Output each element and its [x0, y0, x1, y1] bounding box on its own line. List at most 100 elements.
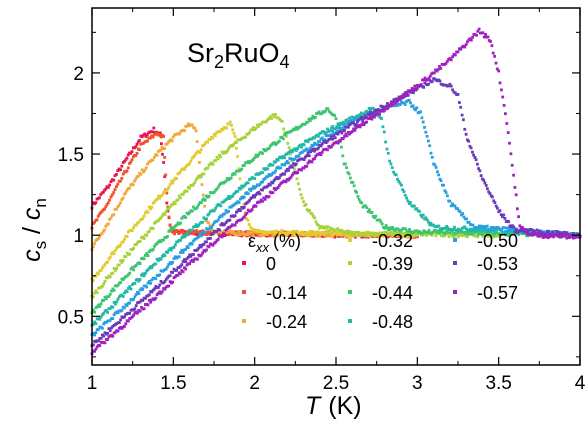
data-point [266, 167, 270, 171]
data-point [233, 223, 237, 227]
data-point [469, 146, 473, 150]
data-point [209, 236, 212, 240]
data-point [287, 146, 291, 150]
data-point [257, 125, 260, 128]
data-point [341, 137, 345, 141]
data-point [470, 229, 473, 233]
data-point [112, 313, 116, 317]
data-point [467, 139, 470, 143]
data-point [281, 154, 285, 158]
data-point [563, 230, 566, 234]
data-point [121, 196, 125, 200]
data-point [160, 142, 163, 146]
data-point [334, 232, 338, 235]
data-point [343, 135, 346, 138]
data-point [177, 255, 181, 259]
data-point [134, 264, 138, 267]
data-point [212, 132, 216, 136]
data-point [123, 315, 126, 319]
data-point [344, 132, 348, 136]
data-point [160, 193, 164, 197]
data-point [425, 233, 429, 237]
data-point [508, 231, 511, 235]
data-point [344, 162, 347, 166]
data-point [180, 248, 184, 252]
data-point [99, 269, 103, 272]
data-point [162, 161, 165, 164]
data-point [274, 177, 277, 181]
data-point [365, 206, 369, 210]
data-point [516, 207, 519, 211]
data-point [172, 227, 176, 231]
data-point [102, 334, 106, 338]
data-point [399, 98, 402, 101]
data-point [242, 184, 246, 188]
data-point [358, 125, 362, 129]
data-point [171, 280, 175, 284]
data-point [473, 156, 477, 159]
data-point [103, 263, 107, 266]
data-point [354, 123, 358, 126]
data-point [475, 33, 478, 37]
data-point [114, 330, 117, 334]
data-point [388, 159, 392, 163]
data-point [250, 128, 254, 132]
data-point [312, 232, 316, 236]
data-point [314, 220, 318, 224]
data-point [159, 280, 163, 283]
data-point [331, 125, 335, 128]
legend-title: εxx (%) [248, 231, 301, 255]
data-point [570, 234, 574, 238]
data-point [179, 264, 182, 268]
data-point [179, 170, 182, 174]
data-point [140, 273, 143, 277]
data-point [125, 188, 129, 192]
data-point [218, 216, 221, 219]
data-point [177, 194, 181, 198]
data-point [383, 108, 387, 112]
data-point [121, 172, 125, 176]
data-point [403, 234, 406, 238]
data-point [180, 263, 184, 266]
data-point [444, 191, 448, 194]
data-point [158, 283, 162, 287]
data-point [373, 234, 376, 238]
data-point [186, 246, 190, 249]
data-point [308, 229, 312, 233]
data-point [492, 229, 496, 233]
data-point [139, 173, 143, 176]
data-point [486, 35, 490, 39]
data-point [119, 201, 122, 205]
data-point [451, 202, 454, 206]
data-point [144, 272, 147, 275]
data-point [383, 226, 387, 230]
data-point [330, 145, 333, 149]
data-point [270, 173, 273, 177]
data-point [386, 226, 389, 230]
data-point [129, 160, 133, 164]
data-point [320, 150, 324, 154]
data-point [94, 322, 98, 325]
data-point [462, 118, 465, 122]
data-point [192, 155, 195, 159]
data-point [133, 295, 137, 299]
data-point [391, 226, 394, 229]
data-point [202, 197, 206, 201]
data-point [498, 81, 502, 85]
data-point [91, 343, 95, 347]
data-point [144, 297, 147, 300]
data-point [257, 190, 260, 194]
data-point [458, 101, 461, 104]
data-point [438, 232, 441, 235]
data-point [565, 236, 569, 240]
data-point [337, 124, 341, 128]
data-point [108, 255, 112, 259]
data-point [130, 315, 134, 319]
data-point [361, 118, 365, 122]
data-point [119, 168, 122, 172]
data-point [315, 143, 319, 146]
data-point [98, 317, 102, 321]
data-point [258, 183, 262, 186]
x-axis-label: T (K) [305, 392, 362, 420]
data-point [453, 204, 457, 208]
